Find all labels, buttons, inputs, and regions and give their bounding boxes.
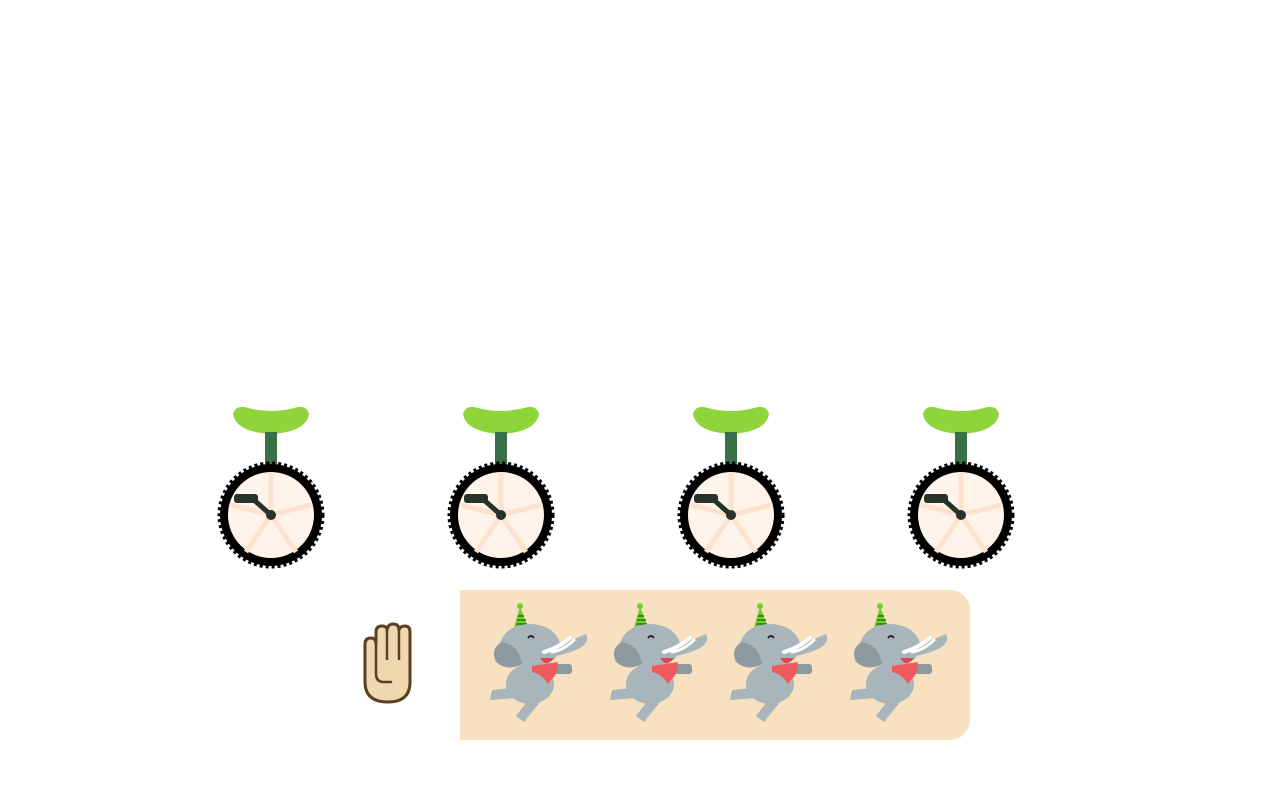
elephant-2	[602, 602, 712, 726]
elephant-1	[482, 602, 592, 726]
answer-tray	[310, 590, 970, 740]
unicycle-icon	[217, 406, 325, 569]
raised-hand-icon[interactable]	[355, 622, 419, 708]
unicycle-icon	[447, 406, 555, 569]
unicycle-icon	[677, 406, 785, 569]
unicycle-2	[446, 402, 556, 572]
unicycle-4	[906, 402, 1016, 572]
elephant-3	[722, 602, 832, 726]
hand-slot[interactable]	[310, 590, 460, 740]
unicycle-3	[676, 402, 786, 572]
elephant-icon	[850, 603, 948, 722]
elephant-panel[interactable]	[460, 590, 970, 740]
elephant-icon	[490, 603, 588, 722]
elephant-icon	[730, 603, 828, 722]
unicycle-icon	[907, 406, 1015, 569]
unicycle-1	[216, 402, 326, 572]
elephant-icon	[610, 603, 708, 722]
elephant-4	[842, 602, 952, 726]
